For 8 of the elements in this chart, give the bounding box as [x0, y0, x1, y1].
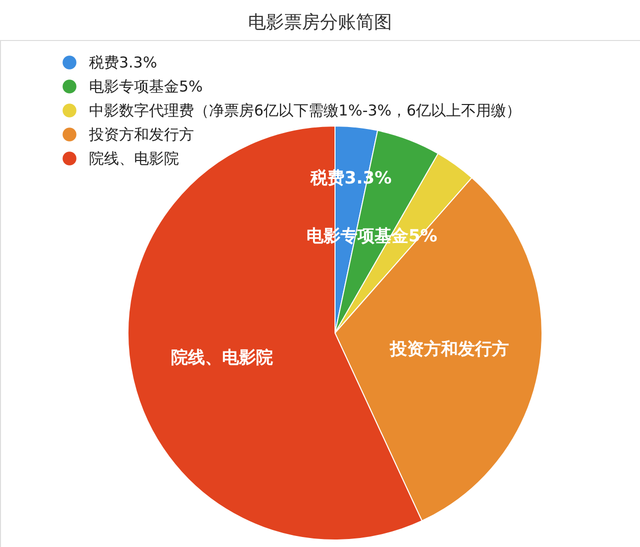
legend-label: 投资方和发行方	[88, 126, 194, 144]
data-label: 投资方和发行方	[389, 340, 510, 360]
legend-label: 中影数字代理费（净票房6亿以下需缴1%-3%，6亿以上不用缴）	[89, 102, 522, 120]
legend-label: 院线、电影院	[89, 150, 179, 168]
chart-title: 电影票房分账简图	[248, 12, 392, 33]
data-label: 院线、电影院	[170, 348, 273, 368]
legend-label: 电影专项基金5%	[89, 78, 203, 96]
legend-label: 税费3.3%	[89, 54, 158, 72]
